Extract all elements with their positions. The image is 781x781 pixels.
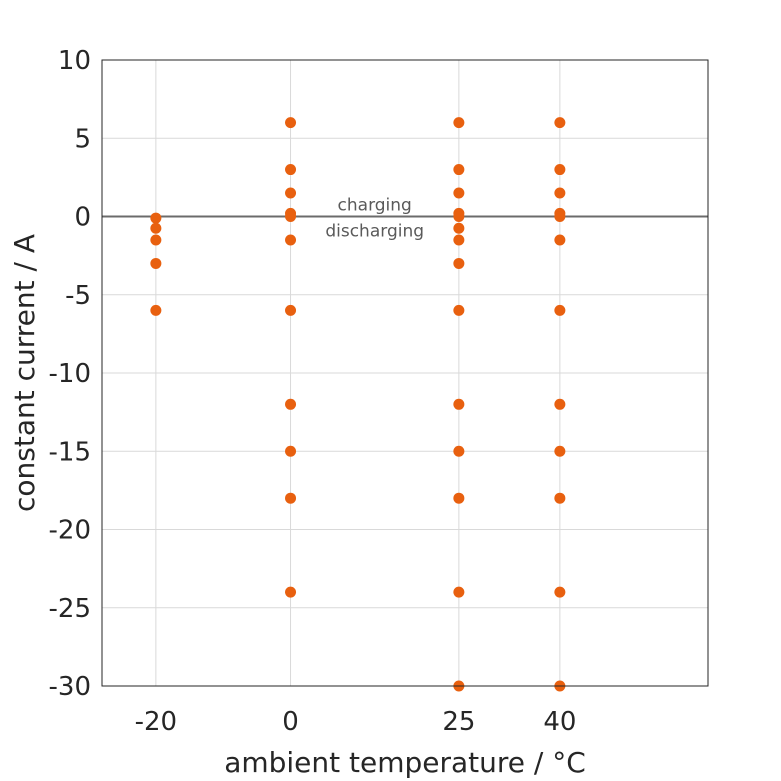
data-point [453, 445, 465, 457]
data-point [554, 187, 566, 199]
data-point [453, 234, 465, 246]
x-tick-label: -20 [135, 707, 177, 737]
data-point [453, 164, 465, 176]
data-point [285, 117, 297, 129]
y-tick-label: -20 [49, 516, 91, 546]
data-point [453, 398, 465, 410]
data-point [285, 164, 297, 176]
data-point [554, 398, 566, 410]
data-point [453, 257, 465, 269]
data-point [285, 398, 297, 410]
data-point [150, 234, 162, 246]
y-tick-label: -15 [49, 437, 91, 467]
grid [102, 59, 708, 687]
data-point [554, 211, 566, 222]
plot-frame [101, 59, 709, 687]
data-point [554, 117, 566, 129]
data-point [554, 234, 566, 246]
data-point [453, 492, 465, 504]
data-point [453, 117, 465, 129]
y-tick-label: 0 [74, 203, 91, 233]
data-point [150, 222, 162, 234]
y-tick-label: -30 [49, 672, 91, 702]
data-point [150, 304, 162, 316]
data-point [554, 304, 566, 316]
y-tick-label: -10 [49, 359, 91, 389]
data-point [453, 222, 465, 234]
data-point [554, 492, 566, 504]
charging-annotation: charging [338, 196, 412, 216]
data-point [554, 586, 566, 598]
y-tick-label: 10 [58, 46, 91, 76]
y-axis-title: constant current / A [8, 234, 41, 512]
data-point [453, 211, 465, 222]
data-point [453, 586, 465, 598]
data-point [453, 304, 465, 316]
y-tick-label: -5 [65, 281, 91, 311]
x-axis-title: ambient temperature / °C [224, 746, 586, 779]
data-point [150, 257, 162, 269]
y-tick-labels: 10 5 0 -5 -10 -15 -20 -25 -30 [49, 46, 91, 702]
data-point [285, 304, 297, 316]
x-tick-label: 25 [442, 707, 475, 737]
data-point [150, 212, 162, 224]
data-point [285, 211, 297, 222]
data-point [453, 187, 465, 199]
data-point [285, 492, 297, 504]
data-point [285, 187, 297, 199]
x-tick-label: 40 [543, 707, 576, 737]
x-tick-label: 0 [282, 707, 299, 737]
data-point [285, 234, 297, 246]
y-tick-label: 5 [74, 124, 91, 154]
data-point [285, 586, 297, 598]
data-points [150, 117, 566, 692]
x-tick-labels: -20 0 25 40 [135, 707, 577, 737]
data-point [554, 164, 566, 176]
data-point [554, 445, 566, 457]
discharging-annotation: discharging [325, 222, 424, 242]
data-point [285, 445, 297, 457]
y-tick-label: -25 [49, 594, 91, 624]
